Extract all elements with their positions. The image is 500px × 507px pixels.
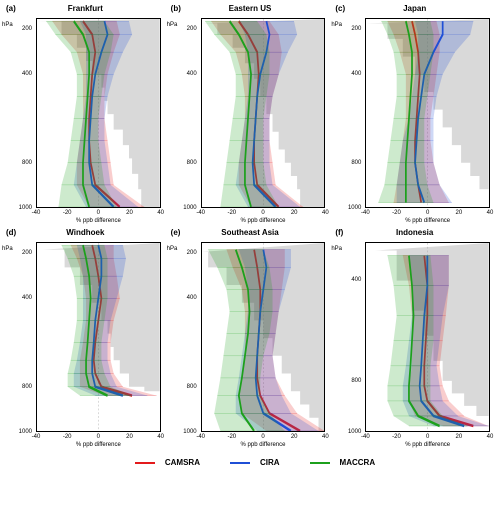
ytick: 1000 — [183, 429, 196, 435]
xtick: 20 — [455, 210, 462, 216]
ytick: 1000 — [19, 429, 32, 435]
xtick: -40 — [196, 434, 205, 440]
ytick: 400 — [187, 295, 197, 301]
ytick: 200 — [187, 26, 197, 32]
legend-item-maccra: MACCRA — [300, 458, 376, 467]
xtick: 0 — [261, 210, 264, 216]
xtick: -40 — [32, 434, 41, 440]
ytick: 800 — [187, 160, 197, 166]
ytick: 200 — [22, 26, 32, 32]
xtick: -40 — [361, 210, 370, 216]
xtick: -20 — [63, 210, 72, 216]
xtick: 40 — [322, 210, 329, 216]
plot-area — [365, 242, 490, 432]
xtick: 20 — [126, 210, 133, 216]
xtick: -40 — [32, 210, 41, 216]
panel-windhoek: (d) Windhoek hPa 1000800400200-40-200204… — [4, 228, 167, 450]
xtick: -20 — [227, 434, 236, 440]
panel-japan: (c) Japan hPa 1000800400200-40-2002040 %… — [333, 4, 496, 226]
panel-title: Frankfurt — [4, 4, 167, 13]
xtick: -20 — [227, 210, 236, 216]
ytick: 1000 — [348, 429, 361, 435]
panel-title: Japan — [333, 4, 496, 13]
panel-title: Windhoek — [4, 228, 167, 237]
ytick: 400 — [351, 277, 361, 283]
ytick: 1000 — [183, 205, 196, 211]
xtick: -20 — [392, 434, 401, 440]
panel-southeast-asia: (e) Southeast Asia hPa 1000800400200-40-… — [169, 228, 332, 450]
plot-area — [36, 18, 161, 208]
x-label: % ppb difference — [201, 442, 326, 448]
xtick: 40 — [322, 434, 329, 440]
ytick: 400 — [351, 71, 361, 77]
plot-area — [201, 242, 326, 432]
xtick: 40 — [157, 210, 164, 216]
ytick: 400 — [187, 71, 197, 77]
panel-frankfurt: (a) Frankfurt hPa 1000800400200-40-20020… — [4, 4, 167, 226]
x-label: % ppb difference — [36, 442, 161, 448]
ytick: 800 — [22, 160, 32, 166]
xtick: 20 — [291, 210, 298, 216]
xtick: 0 — [97, 434, 100, 440]
xtick: -40 — [196, 210, 205, 216]
ytick: 200 — [351, 26, 361, 32]
ytick: 800 — [22, 384, 32, 390]
x-label: % ppb difference — [365, 218, 490, 224]
xtick: 40 — [157, 434, 164, 440]
legend-item-cira: CIRA — [220, 458, 280, 467]
xtick: 40 — [487, 210, 494, 216]
ytick: 800 — [351, 160, 361, 166]
panel-title: Eastern US — [169, 4, 332, 13]
panel-indonesia: (f) Indonesia hPa 1000800400-40-2002040 … — [333, 228, 496, 450]
plot-area — [201, 18, 326, 208]
plot-area — [365, 18, 490, 208]
plot-area — [36, 242, 161, 432]
panel-title: Indonesia — [333, 228, 496, 237]
x-label: % ppb difference — [36, 218, 161, 224]
ytick: 1000 — [348, 205, 361, 211]
ytick: 800 — [351, 378, 361, 384]
xtick: 0 — [426, 210, 429, 216]
legend: CAMSRA CIRA MACCRA — [0, 454, 500, 471]
xtick: 20 — [291, 434, 298, 440]
ytick: 800 — [187, 384, 197, 390]
ytick: 400 — [22, 295, 32, 301]
xtick: -20 — [63, 434, 72, 440]
x-label: % ppb difference — [201, 218, 326, 224]
xtick: 40 — [487, 434, 494, 440]
xtick: 0 — [426, 434, 429, 440]
ytick: 400 — [22, 71, 32, 77]
x-label: % ppb difference — [365, 442, 490, 448]
xtick: 20 — [126, 434, 133, 440]
xtick: 20 — [455, 434, 462, 440]
xtick: -40 — [361, 434, 370, 440]
xtick: 0 — [261, 434, 264, 440]
panel-grid: (a) Frankfurt hPa 1000800400200-40-20020… — [0, 0, 500, 454]
legend-item-camsra: CAMSRA — [125, 458, 200, 467]
panel-eastern-us: (b) Eastern US hPa 1000800400200-40-2002… — [169, 4, 332, 226]
panel-title: Southeast Asia — [169, 228, 332, 237]
xtick: -20 — [392, 210, 401, 216]
xtick: 0 — [97, 210, 100, 216]
ytick: 1000 — [19, 205, 32, 211]
ytick: 200 — [187, 250, 197, 256]
ytick: 200 — [22, 250, 32, 256]
